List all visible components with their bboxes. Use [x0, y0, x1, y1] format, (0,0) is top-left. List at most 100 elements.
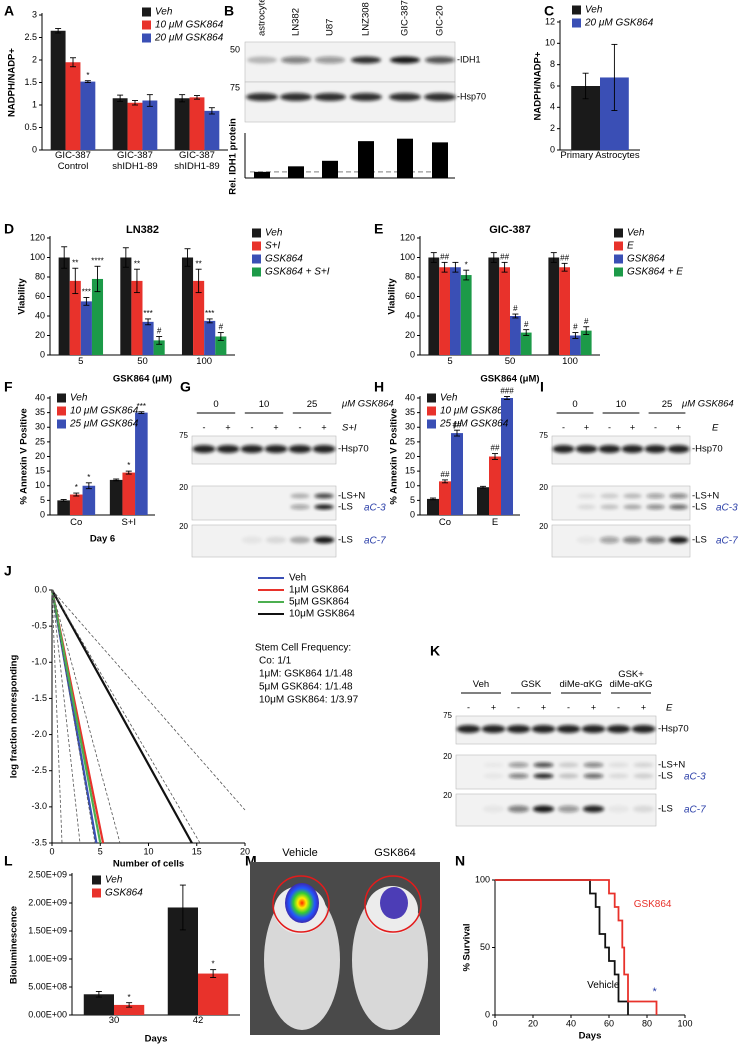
- y-tick-label: 0: [410, 509, 415, 519]
- bar: [460, 275, 472, 355]
- panel-letter: A: [4, 3, 14, 19]
- size-marker: 75: [443, 711, 452, 720]
- treatment-label: E: [666, 703, 673, 714]
- note: 10μM GSK864: 1/3.97: [259, 695, 359, 706]
- antibody-label: aC-7: [684, 805, 706, 816]
- legend-label: Veh: [155, 7, 173, 18]
- dose-label: Veh: [472, 679, 490, 690]
- y-tick-label: -2.0: [31, 729, 47, 739]
- x-tick-label: 80: [642, 1018, 652, 1028]
- blot-strip: [455, 754, 657, 790]
- dose-label: 0: [213, 399, 219, 410]
- blot-band: [482, 805, 505, 813]
- legend-label: Veh: [585, 5, 603, 16]
- y-tick-label: 35: [35, 407, 45, 417]
- bar: [450, 267, 461, 355]
- legend-label: 5μM GSK864: [289, 597, 350, 608]
- band-label: -Hsp70: [338, 444, 369, 455]
- lane-label: GIC-20: [435, 5, 446, 36]
- dose-label-box: 25: [662, 400, 673, 410]
- x-tick-label-box: 5: [78, 356, 83, 367]
- size-marker: 20: [179, 483, 188, 492]
- y-tick-label: 10: [545, 38, 555, 48]
- blot-band: [668, 536, 689, 544]
- treatment-sign: -: [567, 702, 570, 712]
- significance-mark: #: [513, 304, 518, 313]
- legend-label: 10 μM GSK864: [155, 20, 224, 31]
- x-tick-label: 60: [604, 1018, 614, 1028]
- y-axis-label: log fraction nonresponding: [9, 655, 20, 779]
- bar: [499, 267, 510, 355]
- legend-label: GSK864: [105, 888, 143, 899]
- panel-letter: J: [4, 563, 12, 579]
- legend-swatch: [252, 241, 261, 251]
- treatment-sign: -: [654, 422, 657, 432]
- y-tick-label: -2.5: [31, 765, 47, 775]
- legend-swatch: [572, 5, 581, 15]
- treatment-sign: -: [562, 422, 565, 432]
- bar: [91, 278, 104, 355]
- significance-mark: *: [212, 960, 215, 969]
- blot-band: [508, 762, 529, 768]
- blot-band: [621, 445, 644, 453]
- confidence-line: [51, 589, 63, 844]
- blot-band: [315, 56, 345, 64]
- confidence-line: [51, 589, 121, 844]
- treatment-sign: +: [641, 702, 646, 712]
- blot-band: [631, 725, 656, 733]
- bar: [135, 412, 148, 515]
- blot-band: [577, 504, 596, 510]
- dose-label: diMe-αKG: [559, 679, 603, 690]
- blot-band: [280, 93, 312, 101]
- band-label: -LS+N: [658, 760, 685, 771]
- x-tick-label: GIC-387 shIDH1-89: [174, 150, 220, 172]
- x-tick-label-box: 5: [447, 356, 452, 367]
- blot-band: [576, 536, 597, 544]
- dose-label-box: 0: [572, 400, 577, 410]
- blot-band: [632, 805, 655, 813]
- blot-band: [622, 536, 643, 544]
- x-tick-label: GIC-387 shIDH1-89: [112, 150, 158, 172]
- treatment-sign: -: [251, 422, 254, 432]
- legend-label: GSK864: [265, 254, 303, 265]
- treatment-sign: +: [630, 422, 635, 432]
- blot-band: [599, 536, 620, 544]
- dose-label: GSK: [520, 679, 542, 690]
- panel-letter: I: [540, 379, 544, 395]
- band-label: -LS: [338, 502, 353, 513]
- dose-label: GSK+ diMe-αKG: [609, 669, 653, 690]
- legend-label: 20 μM GSK864: [584, 18, 654, 29]
- legend-swatch: [614, 241, 623, 251]
- panel-letter: M: [245, 853, 257, 869]
- legend-swatch: [252, 254, 261, 264]
- x-tick-label: 15: [192, 846, 202, 856]
- y-tick-label: 2.50E+09: [28, 869, 67, 879]
- treatment-sign: +: [541, 702, 546, 712]
- x-tick-label-box: GIC-387 shIDH1-89: [112, 150, 158, 172]
- bar: [142, 100, 158, 150]
- blot-band: [557, 805, 580, 813]
- x-tick-label: 100: [562, 356, 578, 367]
- significance-mark: ##: [500, 252, 509, 261]
- treatment-sign: -: [517, 702, 520, 712]
- confidence-line: [51, 589, 96, 844]
- y-tick-label: 2.00E+09: [28, 897, 67, 907]
- treatment-sign: -: [617, 702, 620, 712]
- treatment-sign: +: [676, 422, 681, 432]
- legend-label: Veh: [105, 875, 123, 886]
- significance-mark: ***: [143, 309, 152, 318]
- y-tick-label: 15: [405, 466, 415, 476]
- y-tick-label: 40: [35, 392, 45, 402]
- legend-swatch: [427, 393, 436, 403]
- treatment-label: S+I: [342, 423, 357, 434]
- blot-band: [313, 536, 335, 544]
- y-axis-label: Rel. IDH1 protein: [228, 118, 239, 195]
- x-tick-label: 100: [196, 356, 213, 367]
- y-tick-label: 40: [405, 310, 415, 320]
- dose-label-box: 10: [616, 400, 627, 410]
- y-tick-label: 20: [405, 330, 415, 340]
- bar: [114, 1004, 145, 1015]
- significance-mark: *: [465, 260, 468, 269]
- bar: [58, 257, 70, 355]
- treatment-sign: +: [591, 702, 596, 712]
